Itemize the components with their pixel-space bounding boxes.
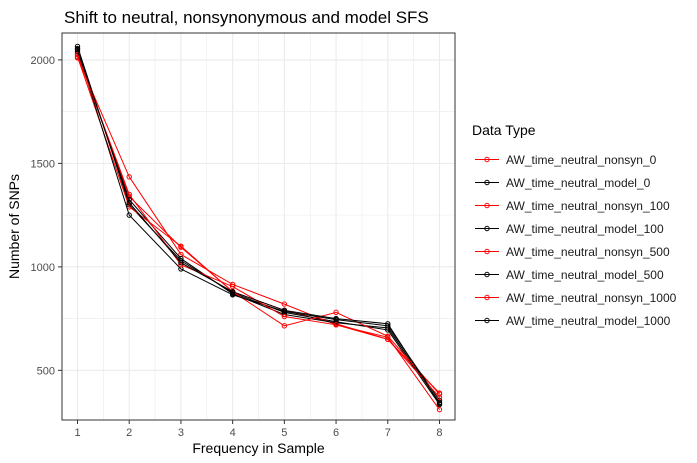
legend-label: AW_time_neutral_model_1000: [506, 313, 671, 328]
grid-layer: [62, 33, 455, 420]
data-point: [229, 292, 236, 298]
data-point: [333, 322, 339, 328]
data-point: [281, 313, 288, 320]
data-point: [229, 288, 236, 295]
series-layer: [74, 43, 443, 413]
legend-label: AW_time_neutral_nonsyn_0: [506, 152, 657, 167]
panel-border: [61, 32, 456, 421]
x-tick-label: 2: [126, 427, 132, 439]
legend-key: [475, 202, 499, 209]
y-tick-label: 1000: [31, 262, 55, 274]
legend-label: AW_time_neutral_model_500: [506, 267, 664, 282]
legend-key: [475, 248, 499, 255]
legend-item: AW_time_neutral_nonsyn_500: [472, 240, 676, 263]
legend: Data Type AW_time_neutral_nonsyn_0 AW_tim…: [472, 122, 676, 332]
data-point: [126, 212, 132, 218]
y-tick-label: 2000: [31, 55, 55, 67]
data-point: [178, 260, 184, 266]
legend-item: AW_time_neutral_nonsyn_0: [472, 148, 676, 171]
data-point: [126, 200, 132, 206]
legend-key: [475, 225, 499, 232]
data-point: [333, 309, 339, 316]
legend-item: AW_time_neutral_model_1000: [472, 309, 676, 332]
legend-key: [475, 294, 499, 301]
series-AW_time_neutral_model_1000: [74, 45, 443, 407]
x-tick-label: 4: [230, 427, 236, 439]
series-line: [77, 57, 440, 410]
data-point: [126, 174, 132, 180]
x-tick-label: 7: [385, 427, 391, 439]
series-line: [77, 49, 440, 401]
legend-item: AW_time_neutral_model_500: [472, 263, 676, 286]
legend-label: AW_time_neutral_nonsyn_100: [506, 198, 670, 213]
data-point: [281, 323, 288, 329]
x-tick-label: 3: [178, 427, 184, 439]
legend-item: AW_time_neutral_nonsyn_100: [472, 194, 676, 217]
data-point: [436, 394, 443, 400]
data-point: [178, 243, 184, 249]
legend-item: AW_time_neutral_model_100: [472, 217, 676, 240]
x-tick-label: 6: [333, 427, 339, 439]
x-tick-label: 5: [281, 427, 287, 439]
data-point: [436, 400, 443, 407]
data-point: [333, 315, 339, 322]
data-point: [436, 406, 443, 413]
data-point: [281, 307, 288, 314]
x-tick-label: 8: [436, 427, 442, 439]
legend-label: AW_time_neutral_model_0: [506, 175, 651, 190]
data-point: [385, 333, 391, 339]
legend-label: AW_time_neutral_nonsyn_500: [506, 244, 670, 259]
y-tick-label: 1500: [31, 158, 55, 170]
data-point: [281, 301, 288, 307]
x-tick-label: 1: [74, 427, 80, 439]
x-axis-title: Frequency in Sample: [192, 440, 325, 456]
y-axis-title: Number of SNPs: [6, 174, 22, 279]
legend-item: AW_time_neutral_model_0: [472, 171, 676, 194]
series-line: [77, 51, 440, 403]
chart-title: Shift to neutral, nonsynonymous and mode…: [64, 8, 429, 27]
legend-key: [475, 156, 499, 163]
series-line: [77, 48, 440, 404]
legend-key: [475, 317, 499, 324]
legend-items: AW_time_neutral_nonsyn_0 AW_time_neutral_…: [472, 148, 676, 332]
data-point: [385, 336, 391, 342]
data-point: [229, 283, 236, 290]
axis-layer: 1 2 3 4 5 6 7 8 500 1000 1500 2000 Frequency in Samp…: [6, 32, 456, 456]
data-point: [126, 191, 132, 198]
legend-label: AW_time_neutral_model_100: [506, 221, 664, 236]
legend-key: [475, 179, 499, 186]
legend-item: AW_time_neutral_nonsyn_1000: [472, 286, 676, 309]
data-point: [385, 321, 391, 327]
data-point: [74, 45, 81, 52]
legend-key: [475, 271, 499, 278]
y-tick-label: 500: [37, 365, 55, 377]
legend-title: Data Type: [472, 122, 536, 138]
legend-label: AW_time_neutral_nonsyn_1000: [506, 290, 677, 305]
